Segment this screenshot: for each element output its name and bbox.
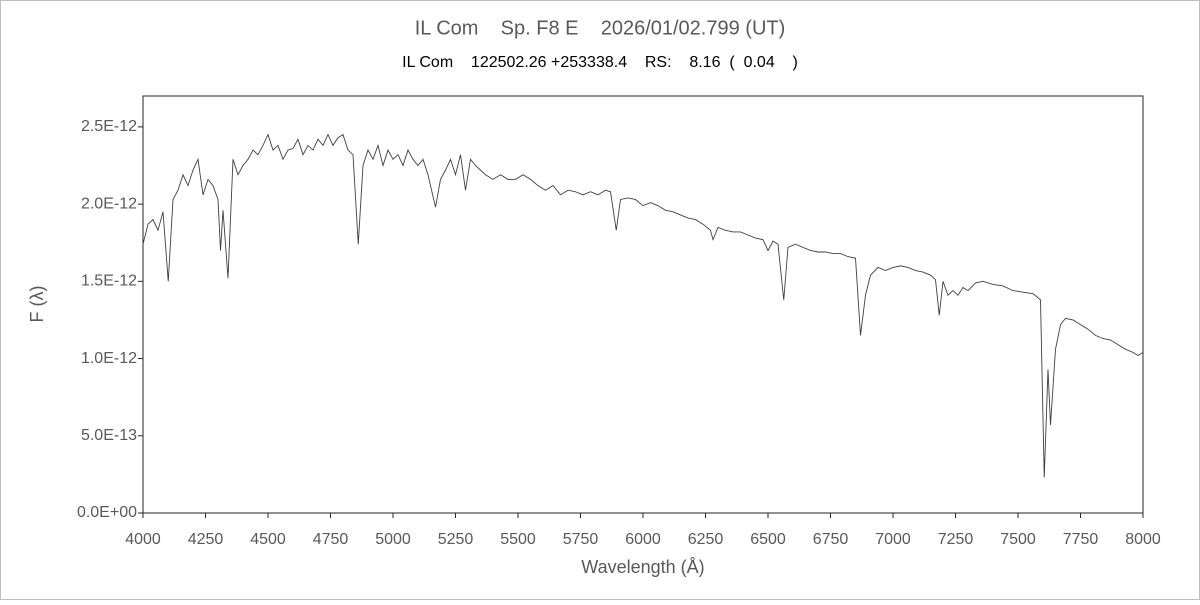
y-tick-label: 1.0E-12 — [81, 350, 137, 367]
y-axis-label: F (λ) — [27, 286, 47, 323]
x-tick-label: 4500 — [250, 531, 286, 548]
x-tick-label: 6500 — [750, 531, 786, 548]
x-tick-label: 4750 — [313, 531, 349, 548]
y-tick-label: 2.0E-12 — [81, 195, 137, 212]
y-tick-label: 1.5E-12 — [81, 273, 137, 290]
x-tick-label: 7750 — [1063, 531, 1099, 548]
x-tick-label: 4250 — [188, 531, 224, 548]
spectrum-line — [142, 133, 1144, 478]
x-tick-label: 6250 — [688, 531, 724, 548]
x-tick-label: 5250 — [438, 531, 474, 548]
x-tick-label: 5750 — [563, 531, 599, 548]
y-tick-label: 2.5E-12 — [81, 118, 137, 135]
x-tick-label: 5000 — [375, 531, 411, 548]
x-tick-label: 7250 — [938, 531, 974, 548]
x-tick-label: 7500 — [1000, 531, 1036, 548]
x-tick-label: 6000 — [625, 531, 661, 548]
x-tick-label: 6750 — [813, 531, 849, 548]
y-tick-label: 0.0E+00 — [77, 504, 137, 521]
x-tick-label: 8000 — [1125, 531, 1161, 548]
x-axis-label: Wavelength (Å) — [581, 557, 704, 577]
x-tick-label: 7000 — [875, 531, 911, 548]
chart-title: IL Com Sp. F8 E 2026/01/02.799 (UT) — [415, 17, 786, 39]
x-tick-label: 4000 — [125, 531, 161, 548]
y-tick-label: 5.0E-13 — [81, 427, 137, 444]
x-tick-label: 5500 — [500, 531, 536, 548]
chart-subtitle: IL Com 122502.26 +253338.4 RS: 8.16 ( 0.… — [402, 54, 798, 71]
